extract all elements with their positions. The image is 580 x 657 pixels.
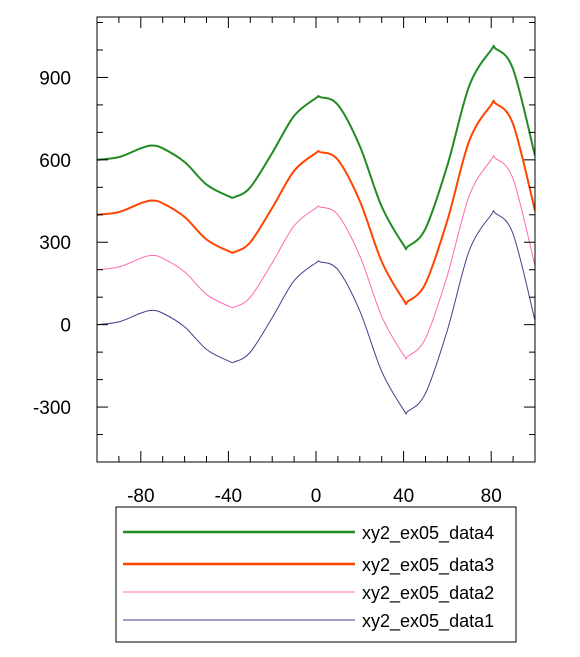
y-tick-label: -300 [33,398,71,419]
legend: xy2_ex05_data4 xy2_ex05_data3 xy2_ex05_dat… [115,506,517,643]
x-tick-label: 0 [311,486,322,507]
legend-box [115,506,517,643]
legend-label: xy2_ex05_data3 [362,555,494,576]
legend-entries: xy2_ex05_data4 xy2_ex05_data3 xy2_ex05_dat… [123,523,494,632]
tick-layer: -80 -40 0 40 80 -300 0 300 600 900 [33,17,536,507]
series-line-xy2_ex05_data2 [97,155,535,360]
series-line-xy2_ex05_data3 [97,99,535,306]
y-tick-label: 0 [60,316,71,337]
legend-item: xy2_ex05_data1 [123,611,494,632]
x-tick-label: -80 [127,486,154,507]
x-tick-label: 80 [481,486,502,507]
plot-area: -80 -40 0 40 80 -300 0 300 600 900 [33,16,536,507]
legend-label: xy2_ex05_data2 [362,583,494,604]
series-line-xy2_ex05_data1 [97,210,535,415]
series-layer [97,44,535,415]
x-tick-label: 40 [393,486,414,507]
y-tick-label: 900 [39,68,71,89]
legend-item: xy2_ex05_data2 [123,583,494,604]
legend-label: xy2_ex05_data1 [362,611,494,632]
y-tick-label: 600 [39,151,71,172]
legend-label: xy2_ex05_data4 [362,523,494,544]
y-tick-label: 300 [39,233,71,254]
legend-item: xy2_ex05_data4 [123,523,494,544]
series-line-xy2_ex05_data4 [97,44,535,251]
legend-item: xy2_ex05_data3 [123,555,494,576]
x-tick-label: -40 [215,486,242,507]
